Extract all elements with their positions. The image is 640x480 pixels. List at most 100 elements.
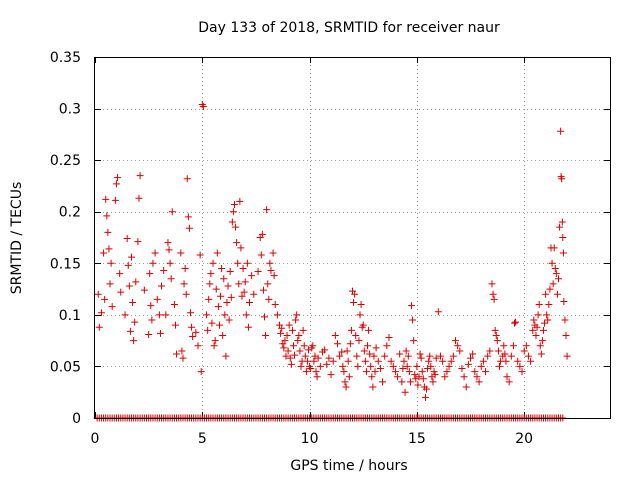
data-point [209, 259, 217, 267]
data-point [248, 272, 256, 280]
data-point [458, 364, 466, 372]
data-point [387, 357, 395, 365]
data-point [558, 175, 566, 183]
data-point [500, 342, 508, 350]
data-point [151, 249, 159, 257]
plot-frame [94, 57, 611, 419]
data-point [560, 297, 568, 305]
y-tick-label: 0.25 [50, 153, 81, 169]
data-point [329, 357, 337, 365]
data-point [295, 331, 303, 339]
data-point [258, 230, 266, 238]
data-point [551, 264, 559, 272]
data-point [486, 347, 494, 355]
data-point [185, 224, 193, 232]
data-point [514, 357, 522, 365]
y-tick-label: 0.3 [59, 102, 81, 118]
data-point [512, 318, 520, 326]
data-point [557, 127, 565, 135]
data-point [180, 280, 188, 288]
data-point [516, 362, 524, 370]
data-point [491, 326, 499, 334]
data-point [356, 311, 364, 319]
data-point [103, 212, 111, 220]
data-point [232, 223, 240, 231]
data-point [535, 301, 543, 309]
data-point [126, 327, 134, 335]
data-point [117, 288, 125, 296]
data-point [505, 378, 513, 386]
data-point [234, 259, 242, 267]
data-point [538, 337, 546, 345]
data-point [490, 295, 498, 303]
data-point [155, 311, 163, 319]
data-point [429, 378, 437, 386]
data-point [559, 234, 567, 241]
data-point [250, 290, 258, 298]
data-point [342, 383, 350, 391]
data-point [336, 352, 344, 360]
data-point [236, 197, 244, 205]
data-point [467, 354, 475, 362]
data-point [186, 309, 194, 317]
data-point [167, 275, 175, 283]
data-point [197, 368, 205, 376]
data-point [527, 357, 535, 365]
data-point [97, 309, 105, 317]
x-tick-label: 5 [198, 431, 207, 447]
data-point [228, 218, 236, 226]
data-point [431, 371, 439, 379]
x-tick-label: 20 [515, 431, 533, 447]
data-point [416, 350, 424, 358]
data-point [343, 347, 351, 355]
data-point [244, 323, 252, 331]
data-point [417, 354, 425, 362]
data-point [156, 329, 164, 337]
data-point [182, 290, 190, 298]
grid-lines [95, 57, 610, 418]
data-point [229, 208, 237, 216]
data-point [170, 301, 178, 309]
data-point [368, 373, 376, 381]
data-point [321, 346, 329, 354]
data-point [479, 357, 487, 365]
data-point [221, 311, 229, 319]
data-point [454, 342, 462, 350]
data-point [158, 282, 166, 290]
data-point [421, 393, 429, 401]
data-point [546, 285, 554, 293]
data-point [351, 290, 359, 298]
data-point [171, 321, 179, 329]
data-point [550, 244, 558, 252]
data-point [312, 368, 320, 376]
data-point [181, 264, 189, 272]
data-point [106, 280, 114, 288]
data-point [410, 337, 418, 345]
data-point [303, 357, 311, 365]
data-point [362, 368, 370, 376]
data-point [432, 354, 440, 362]
data-point [145, 330, 153, 338]
data-point [370, 352, 378, 360]
data-point [271, 301, 279, 309]
data-point [501, 350, 509, 358]
data-point [396, 350, 404, 358]
data-point [294, 337, 302, 345]
data-point [210, 342, 218, 350]
data-point [284, 347, 292, 355]
data-point [307, 364, 315, 372]
data-point [233, 239, 241, 247]
data-point [391, 368, 399, 376]
data-point [203, 311, 211, 319]
data-point [533, 323, 541, 331]
data-point [188, 323, 196, 331]
data-point [213, 249, 221, 257]
data-point [552, 270, 560, 278]
data-point [132, 278, 140, 286]
data-point [214, 303, 222, 311]
data-point [218, 264, 226, 272]
data-point [529, 326, 537, 334]
data-point [101, 295, 109, 303]
data-point [430, 368, 438, 376]
